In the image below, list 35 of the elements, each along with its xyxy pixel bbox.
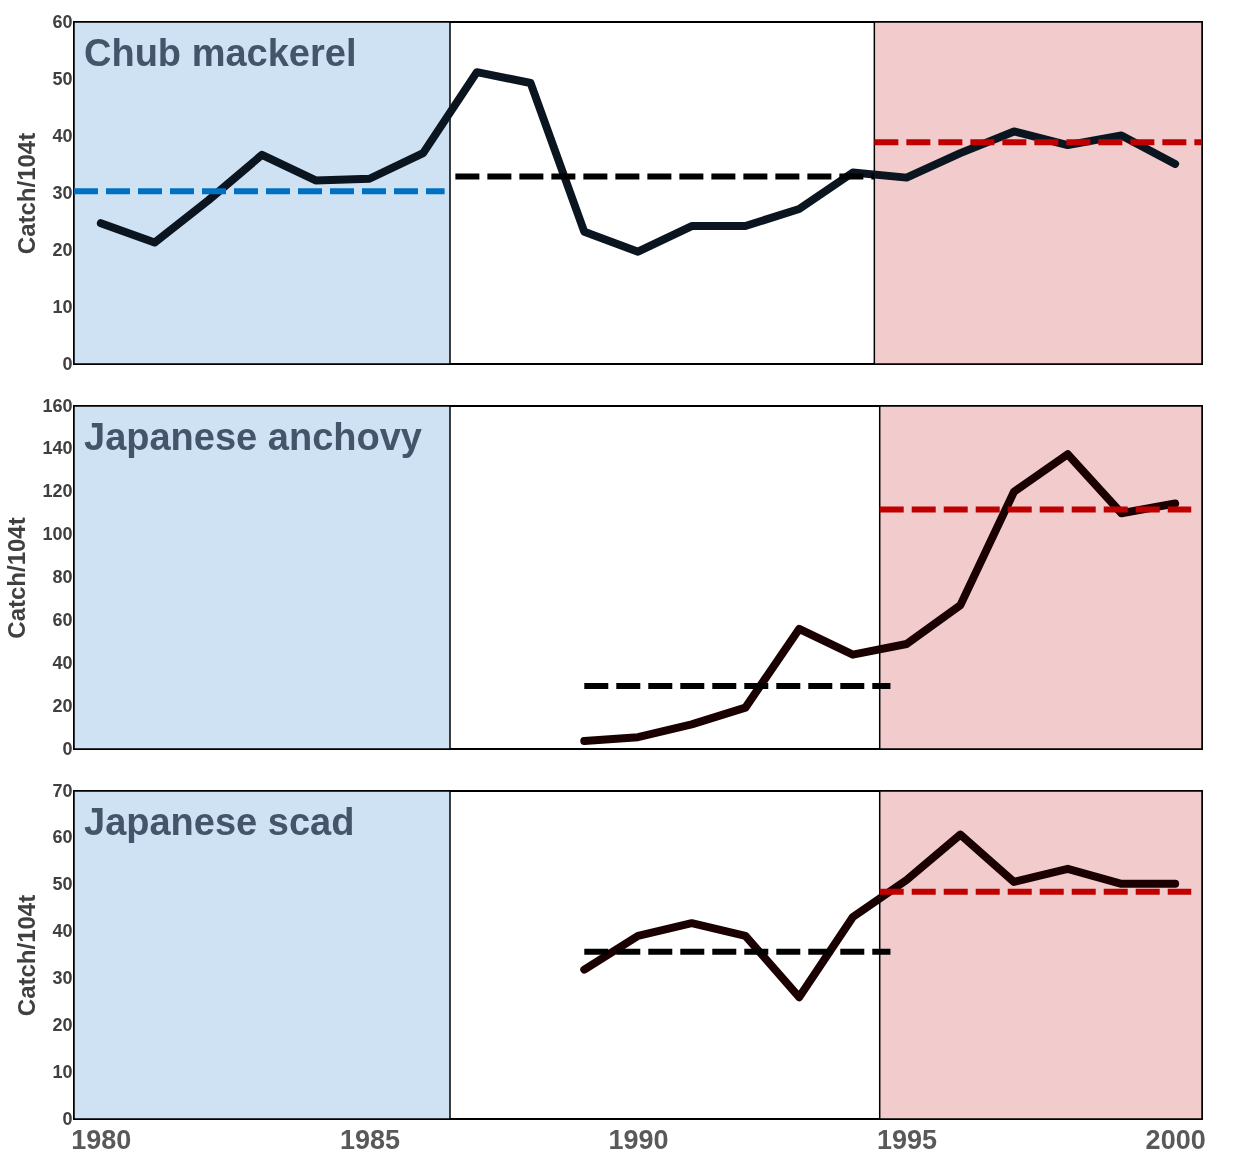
y-axis-title: Catch/104t [13,894,41,1017]
y-tick-label: 40 [52,125,73,146]
x-tick-label: 1990 [608,1124,669,1155]
y-tick-label: 80 [52,567,73,587]
chart-title: Chub mackerel [84,32,357,74]
y-tick-label: 60 [52,827,73,848]
x-tick-label: 2000 [1145,1124,1206,1155]
y-tick-label: 20 [52,695,73,716]
y-tick-label: 60 [52,11,73,32]
y-tick-label: 70 [52,780,73,801]
y-tick-label: 40 [52,921,73,942]
chart-title: Japanese anchovy [84,416,422,458]
y-tick-label: 30 [52,182,73,203]
y-tick-label: 100 [42,524,73,545]
y-tick-label: 60 [52,609,73,630]
y-tick-label: 120 [42,481,73,502]
y-axis-title: Catch/104t [13,132,41,255]
x-tick-label: 1995 [877,1124,938,1155]
y-axis-title: Catch/104t [3,517,31,639]
y-tick-label: 20 [52,239,73,260]
y-tick-label: 20 [52,1014,73,1035]
y-tick-label: 0 [62,1108,73,1129]
y-tick-label: 0 [62,353,73,374]
y-tick-label: 50 [52,68,73,89]
y-tick-label: 10 [52,1061,73,1082]
y-tick-label: 10 [52,296,73,317]
y-tick-label: 30 [52,967,73,988]
y-tick-label: 40 [52,652,73,673]
x-tick-label: 1985 [339,1124,400,1155]
y-tick-label: 160 [42,395,73,416]
chart-title: Japanese scad [84,801,355,843]
y-tick-label: 140 [42,438,73,459]
y-tick-label: 0 [62,738,73,759]
y-tick-label: 50 [52,874,73,895]
x-tick-label: 1980 [71,1124,132,1155]
